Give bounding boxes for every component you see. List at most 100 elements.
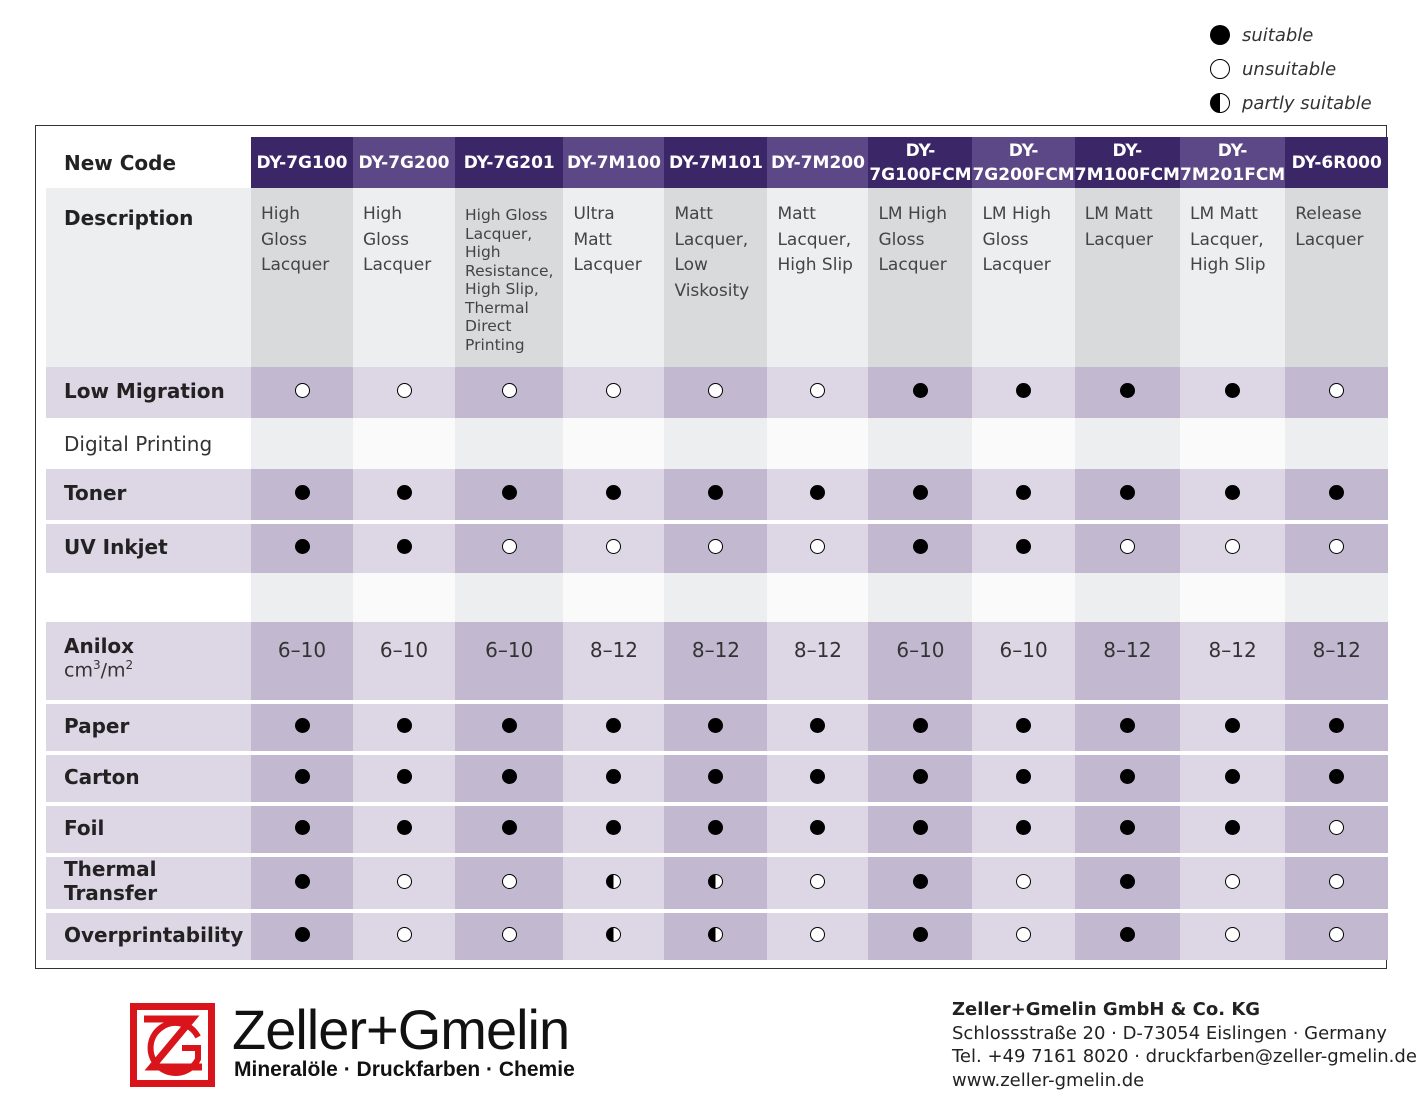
rating-cell <box>563 520 665 573</box>
product-code-line: DY- <box>1112 140 1143 161</box>
brand-tagline: Mineralöle · Druckfarben · Chemie <box>234 1058 575 1081</box>
row-label: New Code <box>46 137 251 188</box>
empty-circle-icon <box>810 873 826 889</box>
empty-cell <box>767 418 869 469</box>
row-label-text: Digital Printing <box>64 431 213 456</box>
rating-cell <box>455 469 564 520</box>
rating-cell <box>563 469 665 520</box>
filled-circle-icon <box>912 383 928 398</box>
legend-label: unsuitable <box>1242 58 1337 80</box>
empty-cell <box>868 573 973 622</box>
product-code: DY-7G200 <box>353 137 455 188</box>
thermal-transfer-row: Thermal Transfer <box>46 853 1389 909</box>
filled-circle-icon <box>294 769 310 784</box>
anilox-value: 8–12 <box>1074 622 1180 700</box>
rating-cell <box>1285 367 1389 418</box>
empty-cell <box>353 418 455 469</box>
rating-cell <box>1074 802 1180 853</box>
empty-cell <box>455 418 564 469</box>
anilox-value: 6–10 <box>353 622 455 700</box>
product-code: DY-7G201 <box>455 137 564 188</box>
filled-circle-icon <box>1225 820 1241 835</box>
anilox-value: 8–12 <box>1285 622 1389 700</box>
filled-circle-icon <box>1016 820 1032 835</box>
rating-cell <box>767 751 869 802</box>
company-address: Schlossstraße 20 · D-73054 Eislingen · G… <box>952 1022 1387 1044</box>
rating-cell <box>868 700 973 751</box>
rating-cell <box>767 909 869 960</box>
filled-circle-icon <box>1329 485 1345 500</box>
rating-cell <box>1074 469 1180 520</box>
empty-circle-icon <box>1225 927 1241 942</box>
row-label: Description <box>46 188 251 367</box>
rating-cell <box>1179 469 1286 520</box>
half-circle-icon <box>1210 93 1230 113</box>
filled-circle-icon <box>1016 383 1032 398</box>
filled-circle-icon <box>294 820 310 835</box>
empty-circle-icon <box>501 927 517 942</box>
empty-circle-icon <box>1329 927 1345 942</box>
filled-circle-icon <box>912 718 928 733</box>
rating-cell <box>353 469 455 520</box>
product-code: DY-7M101 <box>664 137 768 188</box>
rating-cell <box>767 802 869 853</box>
empty-cell <box>868 418 973 469</box>
filled-circle-icon <box>1329 718 1345 733</box>
empty-circle-icon <box>810 383 826 398</box>
rating-cell <box>1179 909 1286 960</box>
rating-cell <box>353 520 455 573</box>
rating-cell <box>353 909 455 960</box>
product-code: DY-7M100 <box>563 137 665 188</box>
filled-circle-icon <box>396 820 412 835</box>
brand-name: Zeller+Gmelin <box>232 998 570 1061</box>
company-name: Zeller+Gmelin GmbH & Co. KG <box>952 999 1261 1020</box>
filled-circle-icon <box>396 539 412 554</box>
rating-cell <box>563 853 665 909</box>
empty-cell <box>972 573 1075 622</box>
carton-row: Carton <box>46 751 1389 802</box>
foil-row: Foil <box>46 802 1389 853</box>
rating-cell <box>1285 520 1389 573</box>
rating-cell <box>455 700 564 751</box>
company-website: www.zeller-gmelin.de <box>952 1069 1145 1091</box>
rating-cell <box>353 853 455 909</box>
filled-circle-icon <box>1016 718 1032 733</box>
description-row: Description High Gloss Lacquer High Gloss … <box>46 188 1389 367</box>
product-code: DY-6R000 <box>1285 137 1389 188</box>
empty-circle-icon <box>708 383 724 398</box>
filled-circle-icon <box>606 769 622 784</box>
product-code-line: DY- <box>905 140 936 161</box>
rating-cell <box>1179 700 1286 751</box>
empty-circle-icon <box>294 383 310 398</box>
rating-cell <box>353 802 455 853</box>
product-description: LM Matt Lacquer <box>1074 188 1180 367</box>
rating-cell <box>664 802 768 853</box>
row-label: Overprintability <box>46 909 251 960</box>
product-description: Release Lacquer <box>1285 188 1389 367</box>
filled-circle-icon <box>1016 485 1032 500</box>
rating-cell <box>251 853 353 909</box>
row-label: Digital Printing <box>46 418 251 469</box>
product-code-line: 7M201FCM <box>1179 164 1286 185</box>
row-label: Low Migration <box>46 367 251 418</box>
anilox-unit: cm3/m2 <box>64 658 251 681</box>
rating-cell <box>868 520 973 573</box>
row-label-text: Low Migration <box>64 378 225 403</box>
rating-cell <box>1179 367 1286 418</box>
filled-circle-icon <box>1119 769 1135 784</box>
filled-circle-icon <box>606 485 622 500</box>
row-label-text: Toner <box>64 480 127 505</box>
product-code: DY-7M200 <box>767 137 869 188</box>
company-info: Zeller+Gmelin GmbH & Co. KG Schlossstraß… <box>952 998 1417 1092</box>
rating-cell <box>972 853 1075 909</box>
empty-cell <box>664 573 768 622</box>
rating-cell <box>1285 853 1389 909</box>
rating-cell <box>664 520 768 573</box>
row-label-text: Description <box>64 206 194 230</box>
rating-cell <box>1285 802 1389 853</box>
product-code: DY- 7G200FCM <box>972 137 1075 188</box>
rating-cell <box>972 751 1075 802</box>
half-circle-icon <box>708 873 724 889</box>
rating-cell <box>972 700 1075 751</box>
anilox-value: 6–10 <box>868 622 973 700</box>
